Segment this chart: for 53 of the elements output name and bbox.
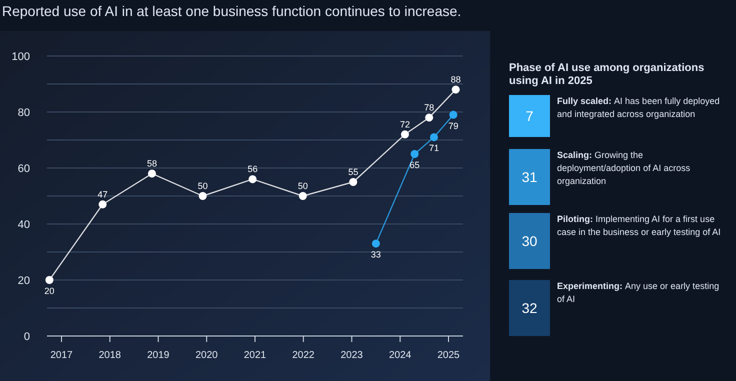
y-tick-label: 80 bbox=[18, 107, 30, 119]
data-label: 71 bbox=[428, 143, 439, 154]
data-label: 33 bbox=[370, 250, 381, 260]
y-tick-label: 100 bbox=[12, 51, 30, 63]
text: Phase of AI use among organizations using AI in 2025 bbox=[509, 62, 704, 87]
x-tick-label: 2022 bbox=[292, 350, 315, 361]
point bbox=[148, 170, 156, 178]
point bbox=[248, 175, 257, 184]
category-label: Experimenting: Any use or early testing of AI bbox=[557, 281, 720, 304]
x-tick-label: 2020 bbox=[196, 350, 218, 361]
x-tick-label: 2019 bbox=[147, 350, 170, 361]
point bbox=[45, 276, 54, 284]
point bbox=[98, 200, 107, 208]
x-tick-label: 2017 bbox=[50, 350, 74, 361]
point bbox=[349, 178, 358, 186]
data-label: 58 bbox=[146, 158, 157, 169]
data-label: 88 bbox=[450, 74, 461, 85]
point bbox=[372, 240, 380, 248]
data-label: 72 bbox=[400, 119, 410, 130]
y-tick-label: 60 bbox=[18, 163, 30, 175]
category-label: Scaling: Growing the deployment/adoption of AI across organization bbox=[557, 150, 691, 186]
data-label: 65 bbox=[410, 160, 420, 170]
data-label: 31 bbox=[522, 169, 538, 185]
data-label: 47 bbox=[98, 189, 108, 200]
data-label: 7 bbox=[526, 108, 534, 124]
category-label: Fully scaled: AI has been fully deployed and integrated across organization bbox=[557, 96, 720, 119]
data-label: 32 bbox=[522, 300, 538, 316]
x-tick-label: 2024 bbox=[388, 350, 412, 361]
point bbox=[198, 192, 207, 200]
y-tick-label: 40 bbox=[18, 219, 30, 231]
y-tick-label: 20 bbox=[18, 275, 30, 287]
point bbox=[452, 86, 460, 94]
data-label: 79 bbox=[448, 120, 458, 131]
category-label: Piloting: Implementing AI for a first use case in the business or early testing of AI bbox=[557, 214, 721, 237]
data-label: 56 bbox=[248, 164, 258, 174]
x-tick-label: 2023 bbox=[340, 350, 364, 361]
point bbox=[425, 114, 434, 122]
data-label: 78 bbox=[424, 102, 434, 113]
point bbox=[430, 133, 438, 142]
y-tick-label: 0 bbox=[24, 331, 30, 343]
x-tick-label: 2021 bbox=[244, 350, 267, 361]
data-label: 50 bbox=[198, 181, 208, 191]
point bbox=[400, 130, 409, 138]
data-label: 55 bbox=[348, 167, 358, 177]
chart-title: Reported use of AI in at least one business function continues to increase. bbox=[2, 3, 462, 19]
data-label: 30 bbox=[522, 233, 538, 249]
point bbox=[410, 150, 419, 158]
data-label: 20 bbox=[44, 286, 54, 296]
point bbox=[449, 110, 458, 119]
data-label: 50 bbox=[298, 181, 308, 191]
x-tick-label: 2018 bbox=[98, 350, 122, 361]
point bbox=[298, 192, 307, 200]
x-tick-label: 2025 bbox=[437, 350, 460, 361]
